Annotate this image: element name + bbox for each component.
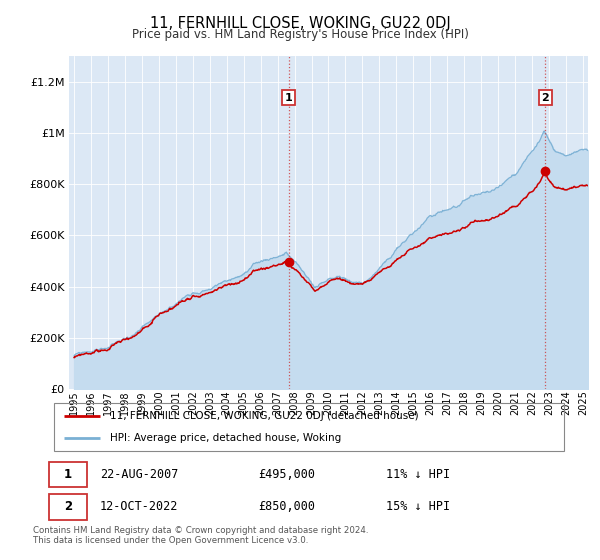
Text: Price paid vs. HM Land Registry's House Price Index (HPI): Price paid vs. HM Land Registry's House …: [131, 28, 469, 41]
Text: 22-AUG-2007: 22-AUG-2007: [100, 468, 178, 481]
Text: £495,000: £495,000: [258, 468, 315, 481]
Text: 11, FERNHILL CLOSE, WOKING, GU22 0DJ (detached house): 11, FERNHILL CLOSE, WOKING, GU22 0DJ (de…: [110, 411, 419, 421]
Text: 11, FERNHILL CLOSE, WOKING, GU22 0DJ: 11, FERNHILL CLOSE, WOKING, GU22 0DJ: [149, 16, 451, 31]
Text: This data is licensed under the Open Government Licence v3.0.: This data is licensed under the Open Gov…: [33, 536, 308, 545]
Text: 11% ↓ HPI: 11% ↓ HPI: [386, 468, 449, 481]
Text: 2: 2: [541, 92, 549, 102]
Text: £850,000: £850,000: [258, 500, 315, 513]
Text: 12-OCT-2022: 12-OCT-2022: [100, 500, 178, 513]
Text: 2: 2: [64, 500, 72, 513]
FancyBboxPatch shape: [49, 494, 87, 520]
Text: 1: 1: [64, 468, 72, 481]
Text: 1: 1: [284, 92, 292, 102]
FancyBboxPatch shape: [49, 461, 87, 487]
Text: 15% ↓ HPI: 15% ↓ HPI: [386, 500, 449, 513]
Text: HPI: Average price, detached house, Woking: HPI: Average price, detached house, Woki…: [110, 433, 341, 443]
Text: Contains HM Land Registry data © Crown copyright and database right 2024.: Contains HM Land Registry data © Crown c…: [33, 526, 368, 535]
